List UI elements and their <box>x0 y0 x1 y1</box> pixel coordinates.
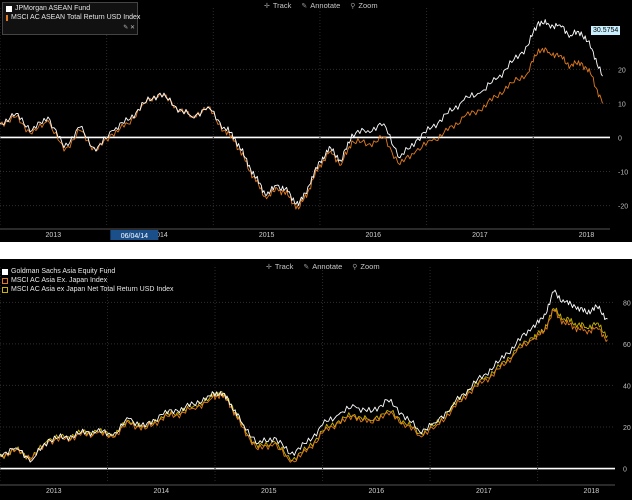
x-tick-label: 2018 <box>579 232 595 239</box>
series-line <box>0 289 608 463</box>
x-tick-label: 2017 <box>476 488 492 495</box>
annotate-label: Annotate <box>310 1 341 10</box>
series-line <box>0 19 603 207</box>
x-tick-label: 2014 <box>152 232 168 239</box>
date-tag-box <box>110 230 159 240</box>
x-tick-label: 2016 <box>369 488 385 495</box>
pencil-icon: ✎ <box>303 263 310 271</box>
zoom-label: Zoom <box>360 262 380 271</box>
last-value-tag: 30.5754 <box>591 26 621 35</box>
legend-label: MSCI AC Asia Ex. Japan Index <box>11 277 108 284</box>
bottom-legend: Goldman Sachs Asia Equity Fund MSCI AC A… <box>2 267 174 294</box>
y-tick-label: 10 <box>618 101 626 108</box>
x-tick-label: 2013 <box>46 232 62 239</box>
top-chart-svg[interactable]: -20 -10 0 10 20 2013 2014 2015 2016 2017 2018 06/04… <box>0 0 632 242</box>
zoom-label: Zoom <box>358 1 378 10</box>
x-tick-label: 2013 <box>46 488 62 495</box>
y-tick-label: 80 <box>623 300 631 307</box>
x-tick-label: 2017 <box>472 232 488 239</box>
y-tick-label: 20 <box>618 67 626 74</box>
track-label: Track <box>272 1 292 10</box>
legend-label: JPMorgan ASEAN Fund <box>15 5 91 12</box>
panel-separator <box>0 242 640 259</box>
x-tick-label: 2014 <box>153 488 169 495</box>
bottom-toolbar: ✛ Track ✎ Annotate ⚲ Zoom <box>266 262 380 271</box>
series-line <box>0 309 608 463</box>
legend-label: MSCI AC Asia ex Japan Net Total Return U… <box>11 286 174 293</box>
x-tick-label: 2015 <box>261 488 277 495</box>
x-tick-label: 2018 <box>584 488 600 495</box>
y-tick-label: 60 <box>623 342 631 349</box>
swatch-icon <box>2 286 8 293</box>
legend-edit-close-icons[interactable]: ✎ ✕ <box>123 25 135 31</box>
legend-item: MSCI AC ASEAN Total Return USD Index <box>6 13 140 22</box>
bottom-chart-panel: 0 20 40 60 80 2013 2014 2015 2016 2017 2018 Goldma… <box>0 259 632 500</box>
bottom-chart-svg[interactable]: 0 20 40 60 80 2013 2014 2015 2016 2017 2018 <box>0 259 632 500</box>
crosshair-icon: ✛ <box>264 2 270 10</box>
x-tick-label: 2016 <box>365 232 381 239</box>
legend-label: Goldman Sachs Asia Equity Fund <box>11 268 116 275</box>
y-tick-label: -10 <box>618 170 628 177</box>
y-tick-label: 0 <box>618 135 622 142</box>
magnifier-icon: ⚲ <box>350 2 356 10</box>
swatch-icon <box>6 5 12 12</box>
top-chart-panel: -20 -10 0 10 20 2013 2014 2015 2016 2017 2018 06/04… <box>0 0 632 242</box>
crosshair-icon: ✛ <box>266 263 272 271</box>
top-legend: JPMorgan ASEAN Fund MSCI AC ASEAN Total … <box>2 2 140 35</box>
pencil-icon: ✎ <box>301 2 308 10</box>
y-tick-label: 40 <box>623 383 631 390</box>
series-line <box>0 47 603 210</box>
swatch-icon <box>2 268 8 275</box>
legend-label: MSCI AC ASEAN Total Return USD Index <box>11 14 141 21</box>
x-tick-label: 2015 <box>259 232 275 239</box>
swatch-icon <box>6 14 8 21</box>
annotate-button[interactable]: ✎ Annotate <box>303 262 342 271</box>
zoom-button[interactable]: ⚲ Zoom <box>352 262 379 271</box>
track-label: Track <box>274 262 294 271</box>
y-tick-label: -20 <box>618 204 628 211</box>
y-tick-label: 0 <box>623 467 627 474</box>
annotate-button[interactable]: ✎ Annotate <box>301 1 340 10</box>
zoom-button[interactable]: ⚲ Zoom <box>350 1 377 10</box>
legend-item: MSCI AC Asia ex Japan Net Total Return U… <box>2 285 174 294</box>
crosshair-date-tag: 06/04/14 <box>110 230 159 240</box>
legend-item: JPMorgan ASEAN Fund <box>6 4 134 13</box>
legend-item: Goldman Sachs Asia Equity Fund <box>2 267 174 276</box>
legend-item: MSCI AC Asia Ex. Japan Index <box>2 276 174 285</box>
magnifier-icon: ⚲ <box>352 263 358 271</box>
y-tick-label: 20 <box>623 425 631 432</box>
track-button[interactable]: ✛ Track <box>264 1 291 10</box>
crosshair-date-label: 06/04/14 <box>121 233 148 240</box>
track-button[interactable]: ✛ Track <box>266 262 293 271</box>
top-toolbar: ✛ Track ✎ Annotate ⚲ Zoom <box>264 1 378 10</box>
annotate-label: Annotate <box>312 262 343 271</box>
swatch-icon <box>2 277 8 284</box>
